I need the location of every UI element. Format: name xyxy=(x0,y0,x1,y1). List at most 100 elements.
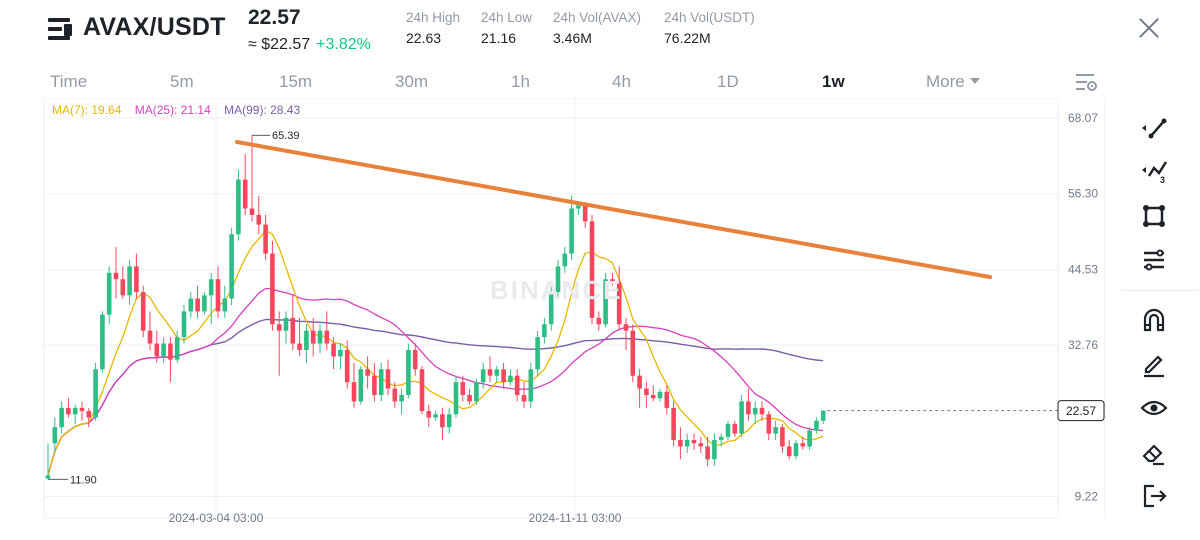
candle-body xyxy=(215,279,221,312)
candle-body xyxy=(331,343,336,357)
y-tick-label: 68.07 xyxy=(1068,111,1098,125)
candle-body xyxy=(814,420,819,431)
more-label: More xyxy=(926,72,965,91)
candle-body xyxy=(120,279,126,296)
candle-body xyxy=(664,391,670,408)
binance-watermark: BINANCE xyxy=(490,275,623,305)
pencil-icon[interactable] xyxy=(1140,350,1168,378)
candle-body xyxy=(59,407,64,428)
timeframe-4h[interactable]: 4h xyxy=(612,72,631,91)
plot-area xyxy=(43,98,1059,519)
candle-body xyxy=(487,369,493,376)
candle-body xyxy=(52,427,58,444)
header: AVAX/USDT 22.57 ≈ $22.57 +3.82% 24h High … xyxy=(0,0,1200,62)
timeframe-1w[interactable]: 1w xyxy=(822,72,845,91)
shape-tool-icon[interactable] xyxy=(1140,202,1168,230)
candle-body xyxy=(576,205,581,209)
candle-body xyxy=(188,298,194,312)
eraser-icon[interactable] xyxy=(1140,438,1168,466)
candle-body xyxy=(746,401,751,415)
candle-body xyxy=(705,446,710,460)
stat-24h-vol-avax: 24h Vol(AVAX) 3.46M xyxy=(553,10,641,46)
candle-body xyxy=(134,266,139,293)
candle-body xyxy=(684,440,690,447)
candle-body xyxy=(569,208,574,254)
candle-body xyxy=(276,324,282,331)
candle-body xyxy=(712,440,717,460)
candle-body xyxy=(718,436,724,441)
candle-body xyxy=(304,330,309,350)
candle-body xyxy=(236,179,241,235)
candle-body xyxy=(535,337,540,370)
timeframe-15m[interactable]: 15m xyxy=(279,72,313,91)
candle-body xyxy=(195,298,200,312)
candle-body xyxy=(467,395,472,402)
candle-body xyxy=(678,440,683,447)
timeframe-1d[interactable]: 1D xyxy=(717,72,739,91)
candle-body xyxy=(222,298,228,312)
candlestick-chart[interactable]: 68.07 56.30 44.53 32.76 9.22 2024-03-04 03:00… xyxy=(0,98,1120,528)
candle-body xyxy=(521,395,527,402)
timeframe-1h[interactable]: 1h xyxy=(511,72,530,91)
candle-body xyxy=(45,475,51,479)
candle-body xyxy=(372,375,377,396)
candle-body xyxy=(630,330,636,376)
candle-body xyxy=(229,234,234,299)
exit-icon[interactable] xyxy=(1140,482,1168,510)
candle-body xyxy=(589,221,595,318)
candle-body xyxy=(610,279,615,283)
candle-body xyxy=(270,253,275,325)
candle-body xyxy=(548,292,554,325)
candle-body xyxy=(100,314,105,370)
candle-body xyxy=(263,224,268,254)
candle-body xyxy=(616,282,622,325)
timeframe-5m[interactable]: 5m xyxy=(170,72,194,91)
candle-body xyxy=(113,272,119,280)
candle-body xyxy=(474,382,479,402)
candle-body xyxy=(86,411,92,418)
stat-value: 22.63 xyxy=(406,30,442,46)
timeframe-30m[interactable]: 30m xyxy=(395,72,429,91)
fib-tool-icon[interactable] xyxy=(1140,246,1168,274)
candle-body xyxy=(603,279,608,325)
pair-symbol[interactable]: AVAX/USDT xyxy=(83,13,226,41)
stat-24h-low: 24h Low 21.16 xyxy=(481,10,532,46)
candle-body xyxy=(820,410,826,421)
candle-body xyxy=(739,401,744,434)
candle-body xyxy=(283,317,289,331)
timeframe-more[interactable]: More xyxy=(926,72,980,92)
chevron-down-icon xyxy=(969,78,980,84)
line-tool-icon[interactable] xyxy=(1140,114,1168,142)
candle-body xyxy=(406,349,411,396)
high-price-label: 65.39 xyxy=(272,130,300,142)
trendline-drawing xyxy=(235,140,992,279)
candle-body xyxy=(392,388,398,402)
candle-body xyxy=(596,317,602,325)
chart-settings-icon[interactable] xyxy=(1074,72,1098,94)
candle-body xyxy=(242,179,248,209)
magnet-icon[interactable] xyxy=(1140,306,1168,334)
pair-menu-icon[interactable] xyxy=(48,18,74,42)
candle-body xyxy=(446,414,452,428)
toolbar-divider xyxy=(1122,290,1198,291)
timeframe-time[interactable]: Time xyxy=(50,72,88,91)
candle-body xyxy=(317,330,323,344)
candle-body xyxy=(426,411,432,418)
candle-body xyxy=(290,317,296,344)
candle-body xyxy=(412,349,418,370)
candle-body xyxy=(773,427,778,434)
candle-body xyxy=(494,369,500,376)
candle-body xyxy=(154,343,160,357)
y-tick-label: 44.53 xyxy=(1068,262,1098,276)
stat-value: 76.22M xyxy=(664,30,711,46)
close-icon[interactable] xyxy=(1137,16,1161,40)
trend-tool-icon[interactable]: 3 xyxy=(1140,156,1168,184)
candle-body xyxy=(671,407,676,441)
svg-text:3: 3 xyxy=(1160,175,1165,184)
candle-body xyxy=(127,266,132,296)
eye-icon[interactable] xyxy=(1140,394,1168,422)
candle-body xyxy=(562,253,568,267)
candle-body xyxy=(752,407,758,415)
candle-body xyxy=(147,330,153,344)
candle-body xyxy=(344,349,350,383)
